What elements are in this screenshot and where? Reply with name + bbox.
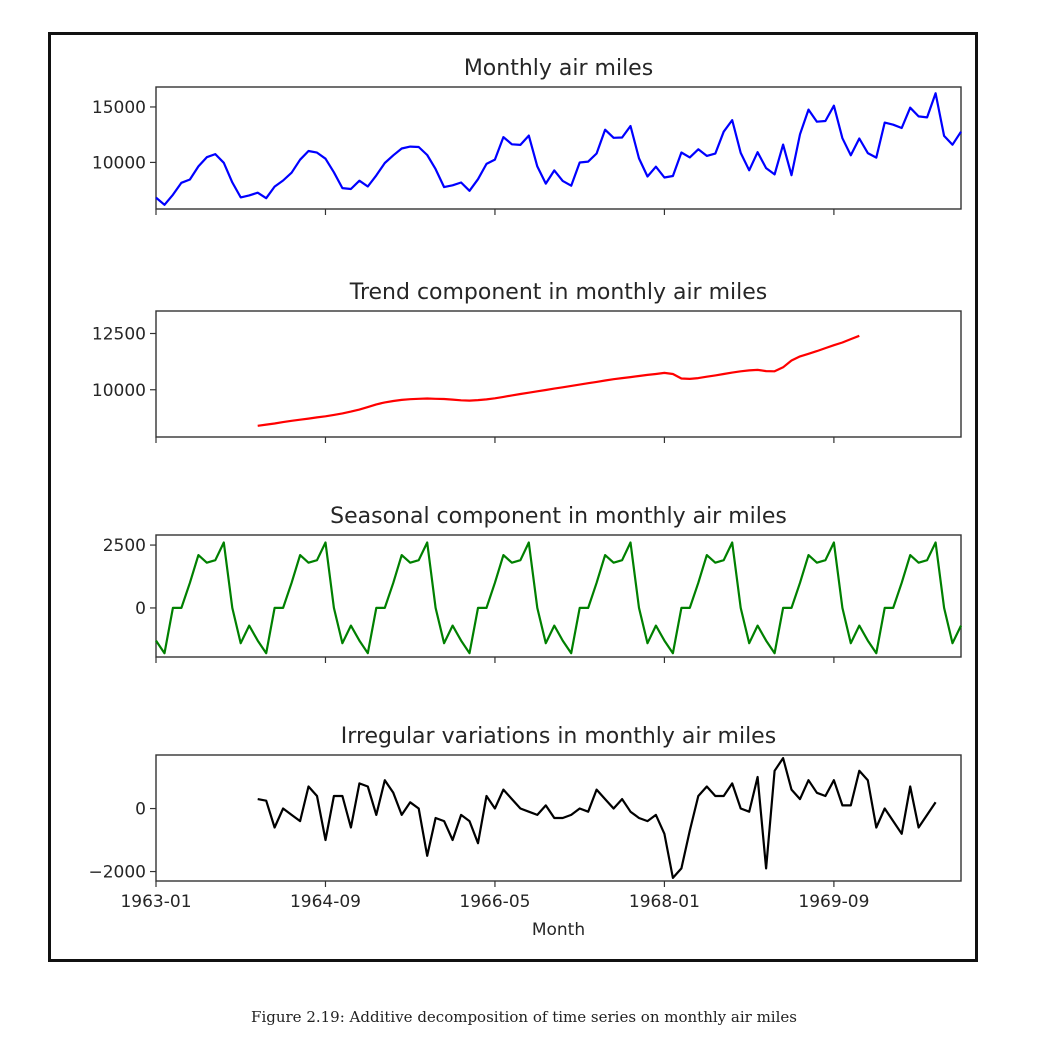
y-tick-label-3-1: 0 (135, 599, 146, 619)
x-tick-label-2: 1964-09 (290, 892, 361, 912)
axes-box-1 (155, 86, 962, 210)
y-tick-label-4-1: −2000 (88, 863, 146, 883)
y-tick-label-3-2: 2500 (103, 536, 146, 556)
series-line-1 (155, 92, 962, 206)
y-tick-label-2-1: 10000 (92, 381, 146, 401)
x-tick-label-4: 1968-01 (629, 892, 700, 912)
y-tick-label-1-2: 15000 (92, 98, 146, 118)
panel-title-4: Irregular variations in monthly air mile… (341, 724, 776, 749)
axes-box-2 (155, 310, 962, 438)
y-tick-label-1-1: 10000 (92, 153, 146, 173)
panel-title-1: Monthly air miles (464, 56, 653, 81)
figure-caption: Figure 2.19: Additive decomposition of t… (251, 1008, 797, 1026)
figure-svg: Monthly air miles 10000 15000 Trend compone… (88, 56, 962, 940)
figure-frame: Monthly air miles 10000 15000 Trend compone… (48, 32, 978, 962)
x-axis-label: Month (532, 920, 585, 940)
series-line-2 (257, 334, 860, 427)
panel-title-3: Seasonal component in monthly air miles (330, 504, 787, 529)
y-tick-label-2-2: 12500 (92, 325, 146, 345)
x-tick-label-5: 1969-09 (798, 892, 869, 912)
series-line-3 (155, 541, 962, 655)
y-tick-label-4-2: 0 (135, 800, 146, 820)
x-tick-label-3: 1966-05 (459, 892, 530, 912)
series-line-4 (257, 756, 937, 880)
panel-title-2: Trend component in monthly air miles (349, 280, 768, 305)
x-tick-label-1: 1963-01 (120, 892, 191, 912)
